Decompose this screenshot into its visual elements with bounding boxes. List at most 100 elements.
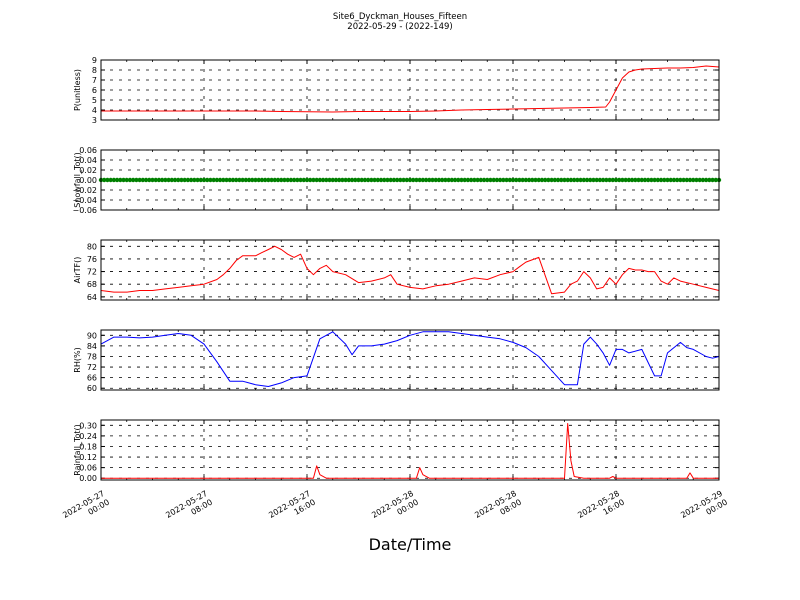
snowfall-point — [507, 177, 512, 183]
snowfall-point — [694, 177, 699, 183]
snowfall-point — [617, 177, 622, 183]
y-tick-label: 0.00 — [79, 176, 97, 185]
snowfall-point — [626, 177, 632, 183]
snowfall-point — [703, 177, 709, 183]
y-tick-label: 84 — [87, 342, 97, 351]
plot-frame — [100, 59, 720, 121]
snowfall-point — [272, 177, 278, 183]
snowfall-point — [523, 177, 529, 183]
snowfall-point — [285, 177, 290, 183]
snowfall-point — [311, 177, 316, 183]
snowfall-point — [504, 177, 509, 183]
snowfall-point — [375, 177, 381, 183]
snowfall-point — [475, 177, 480, 183]
snowfall-point — [224, 177, 229, 183]
snowfall-point — [462, 177, 467, 183]
y-axis-label: Rainfall_Tot() — [73, 424, 82, 476]
y-tick-label: 0.12 — [79, 453, 97, 462]
snowfall-point — [578, 177, 583, 183]
snowfall-point — [295, 177, 300, 183]
snowfall-point — [697, 177, 702, 183]
snowfall-point — [662, 177, 667, 183]
y-axis-label: P(unitless) — [73, 69, 82, 111]
snowfall-point — [253, 177, 258, 183]
snowfall-point — [668, 177, 673, 183]
snowfall-point — [298, 177, 303, 183]
snowfall-point — [536, 177, 541, 183]
snowfall-point — [308, 177, 313, 183]
snowfall-point — [633, 177, 638, 183]
snowfall-point — [114, 177, 120, 183]
snowfall-point — [588, 177, 593, 183]
snowfall-point — [443, 177, 448, 183]
y-tick-label: 68 — [87, 280, 97, 289]
snowfall-point — [250, 177, 255, 183]
plot-frame — [100, 239, 720, 301]
snowfall-point — [143, 177, 149, 183]
y-tick-label: 9 — [92, 56, 97, 65]
snowfall-point — [629, 177, 635, 183]
snowfall-point — [613, 177, 619, 183]
snowfall-point — [233, 177, 239, 183]
snowfall-point — [372, 177, 377, 183]
snowfall-point — [124, 177, 129, 183]
snowfall-point — [127, 177, 133, 183]
snowfall-point — [150, 177, 155, 183]
plot-frame — [100, 149, 720, 211]
plot-frame — [100, 419, 720, 481]
snowfall-point — [349, 177, 355, 183]
snowfall-point — [678, 177, 683, 183]
snowfall-point — [510, 177, 516, 183]
snowfall-point — [404, 177, 409, 183]
chart-title: Site6_Dyckman_Houses_Fifteen — [333, 12, 467, 22]
snowfall-point — [147, 177, 152, 183]
snowfall-point — [565, 177, 570, 183]
snowfall-point — [539, 177, 545, 183]
snowfall-point — [121, 177, 126, 183]
snowfall-point — [684, 177, 690, 183]
y-tick-label: 0.30 — [79, 421, 97, 430]
snowfall-point — [584, 177, 590, 183]
y-tick-label: 72 — [87, 268, 97, 277]
snowfall-point — [291, 177, 297, 183]
snowfall-point — [320, 177, 326, 183]
snowfall-point — [417, 177, 422, 183]
snowfall-point — [134, 177, 139, 183]
snowfall-point — [176, 177, 181, 183]
snowfall-point — [456, 177, 461, 183]
snowfall-point — [552, 177, 558, 183]
snowfall-point — [649, 177, 654, 183]
snowfall-point — [198, 177, 203, 183]
snowfall-point — [221, 177, 226, 183]
snowfall-point — [559, 177, 564, 183]
snowfall-point — [266, 177, 271, 183]
snowfall-point — [327, 177, 332, 183]
snowfall-point — [394, 177, 400, 183]
snowfall-point — [407, 177, 413, 183]
y-axis-label: Snowfall_Tot() — [73, 152, 82, 208]
snowfall-point — [230, 177, 236, 183]
snowfall-point — [398, 177, 403, 183]
chart-subtitle: 2022-05-29 - (2022-149) — [347, 22, 452, 32]
y-tick-label: 76 — [87, 255, 97, 264]
snowfall-point — [153, 177, 158, 183]
snowfall-point — [642, 177, 648, 183]
series-line-1 — [101, 65, 720, 113]
snowfall-point — [340, 177, 345, 183]
snowfall-point — [597, 177, 603, 183]
snowfall-point — [468, 177, 474, 183]
snowfall-point — [607, 177, 612, 183]
y-tick-label: 60 — [87, 384, 97, 393]
snowfall-point — [330, 177, 335, 183]
y-tick-label: 4 — [92, 106, 97, 115]
snowfall-point — [568, 177, 574, 183]
y-tick-label: 0.02 — [79, 166, 97, 175]
snowfall-point — [465, 177, 471, 183]
snowfall-point — [581, 177, 587, 183]
snowfall-point — [478, 177, 484, 183]
